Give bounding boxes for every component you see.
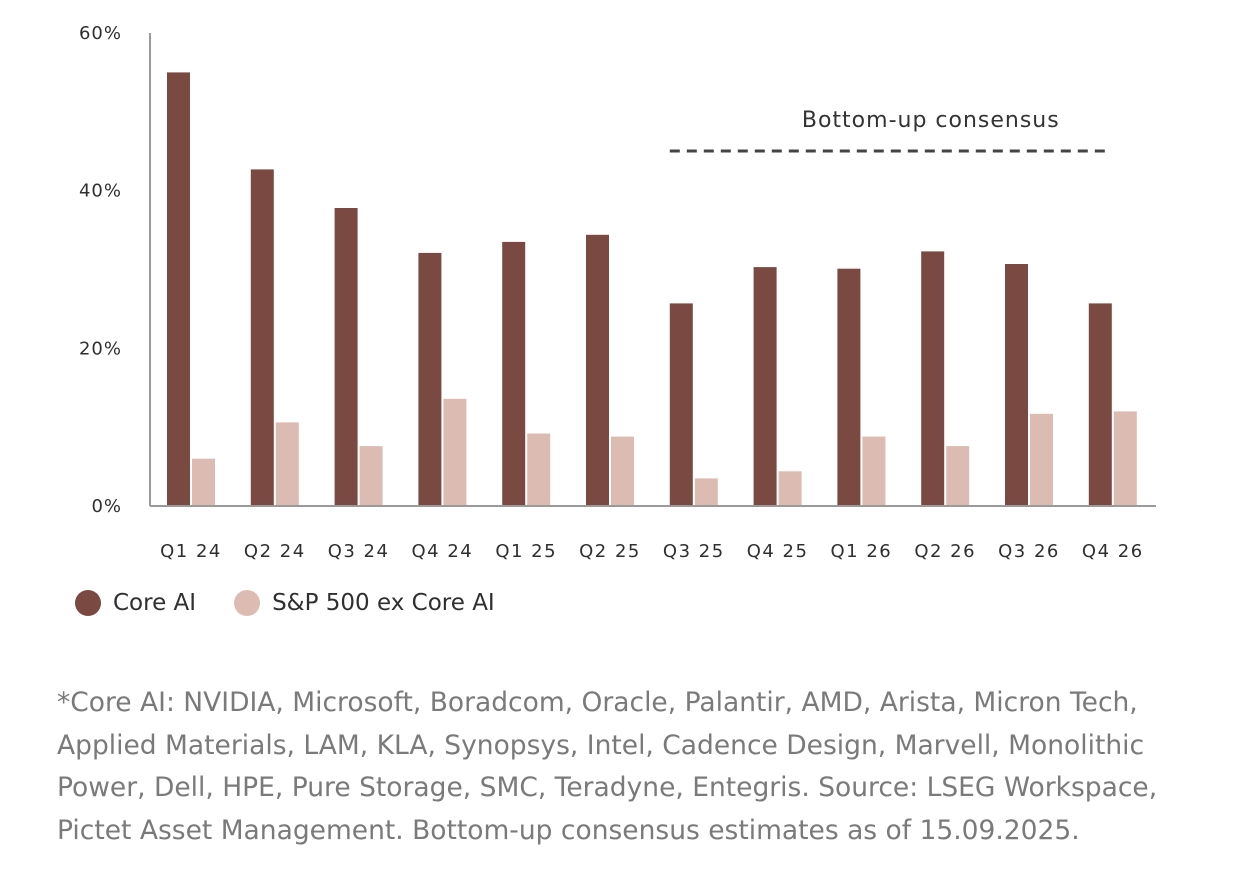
bar-core-ai [418, 252, 442, 506]
bar-core-ai [250, 169, 274, 506]
bar-core-ai [1005, 264, 1028, 506]
bar-chart: 0% 20% 40% 60% Q1 24 Q2 24 Q3 24 Q4 24 Q1 25 Q2 … [79, 23, 1156, 562]
bar-sp500-ex-core-ai [778, 471, 802, 506]
bar-core-ai [1088, 303, 1112, 506]
x-tick-label: Q2 24 [244, 541, 306, 562]
y-axis-ticks: 0% 20% 40% 60% [79, 23, 122, 517]
x-tick-label: Q2 25 [579, 541, 641, 562]
legend-item-sp500-ex-core-ai: S&P 500 ex Core AI [234, 590, 495, 616]
x-tick-label: Q2 26 [914, 541, 976, 562]
legend-swatch-sp500-ex-core-ai [234, 590, 261, 616]
legend-label: Core AI [113, 590, 197, 616]
bar-sp500-ex-core-ai [1030, 413, 1053, 506]
x-axis-labels: Q1 24 Q2 24 Q3 24 Q4 24 Q1 25 Q2 25 Q3 25 Q4 25… [160, 541, 1144, 562]
bar-sp500-ex-core-ai [527, 433, 551, 506]
bar-sp500-ex-core-ai [275, 422, 299, 506]
x-tick-label: Q4 26 [1082, 541, 1144, 562]
x-tick-label: Q4 24 [412, 541, 474, 562]
bar-sp500-ex-core-ai [862, 436, 886, 506]
legend-item-core-ai: Core AI [75, 590, 196, 616]
y-tick-label: 60% [79, 23, 122, 44]
annotation-label: Bottom-up consensus [802, 108, 1060, 133]
legend-label: S&P 500 ex Core AI [272, 590, 495, 616]
bar-core-ai [837, 268, 861, 506]
x-tick-label: Q3 24 [328, 541, 390, 562]
bar-core-ai [502, 241, 526, 506]
x-tick-label: Q4 25 [747, 541, 809, 562]
x-tick-label: Q3 26 [998, 541, 1060, 562]
bar-core-ai [753, 267, 777, 506]
y-tick-label: 40% [79, 181, 122, 202]
bar-sp500-ex-core-ai [443, 398, 467, 506]
bar-sp500-ex-core-ai [946, 446, 970, 506]
bar-core-ai [586, 234, 609, 507]
bar-sp500-ex-core-ai [694, 478, 718, 506]
annotation: Bottom-up consensus [669, 108, 1112, 153]
legend: Core AI S&P 500 ex Core AI [75, 590, 495, 616]
bar-sp500-ex-core-ai [1113, 411, 1137, 506]
x-tick-label: Q1 25 [495, 541, 557, 562]
bar-core-ai [167, 72, 190, 507]
bar-sp500-ex-core-ai [359, 446, 383, 506]
bar-core-ai [669, 303, 693, 506]
y-tick-label: 20% [79, 338, 122, 359]
x-tick-label: Q1 26 [831, 541, 893, 562]
x-tick-label: Q3 25 [663, 541, 725, 562]
bar-sp500-ex-core-ai [611, 436, 634, 506]
bar-core-ai [921, 251, 945, 506]
footnote: *Core AI: NVIDIA, Microsoft, Boradcom, O… [57, 687, 1158, 846]
bar-core-ai [334, 208, 358, 506]
legend-swatch-core-ai [75, 590, 101, 616]
bar-sp500-ex-core-ai [192, 458, 215, 506]
bars [167, 72, 1137, 507]
x-tick-label: Q1 24 [160, 541, 222, 562]
y-tick-label: 0% [91, 496, 122, 517]
